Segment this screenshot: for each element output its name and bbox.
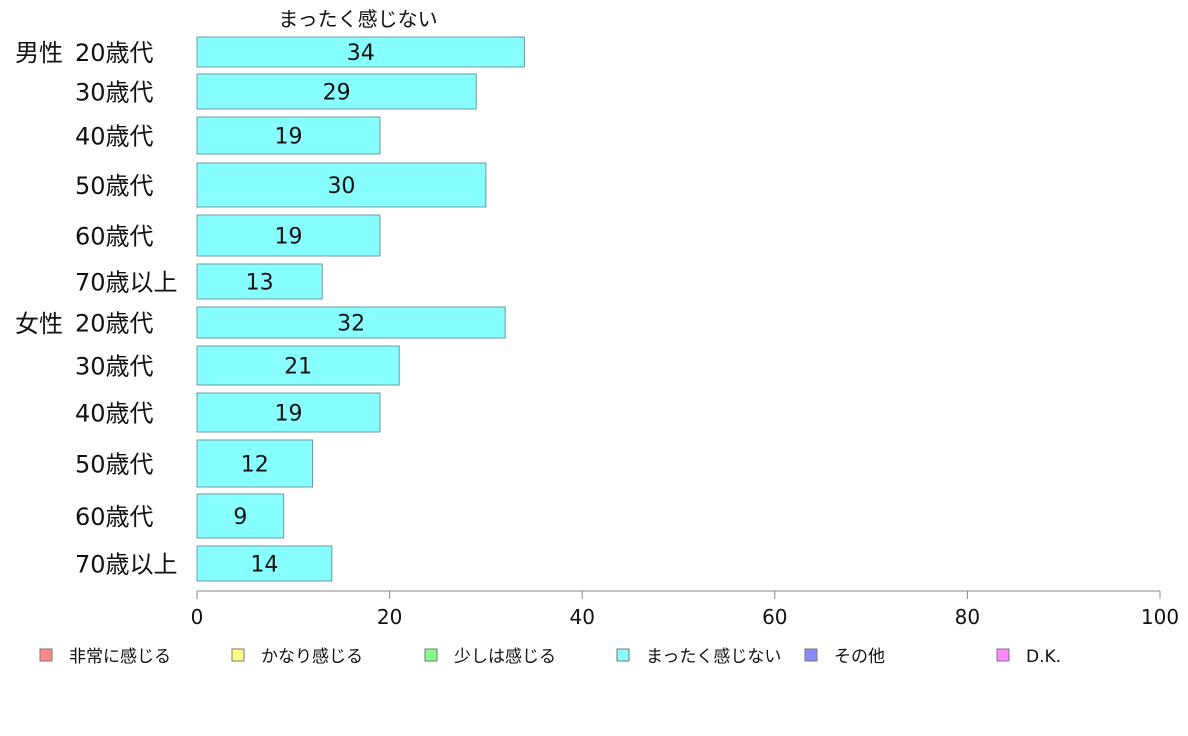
category-label: 20歳代 [75,39,154,67]
x-tick-label: 40 [569,605,594,629]
bar-value-label: 12 [241,453,269,478]
bar [196,493,285,539]
legend-swatch [804,648,818,662]
category-label: 60歳代 [75,223,154,251]
category-label: 50歳代 [75,172,154,200]
bar [196,306,506,339]
x-tick-label: 20 [377,605,402,629]
x-tick-label: 80 [955,605,980,629]
legend-label: 少しは感じる [454,647,556,667]
bar-value-label: 30 [327,174,355,199]
legend-label: D.K. [1026,647,1061,667]
legend-swatch [424,648,438,662]
x-tick-label: 60 [762,605,787,629]
bar [196,116,381,155]
legend-label: まったく感じない [646,647,781,667]
bar [196,263,323,300]
bars [196,36,525,582]
legend-label: かなり感じる [261,647,363,667]
bar-value-label: 29 [323,81,351,106]
category-label: 70歳以上 [75,551,178,579]
category-label: 20歳代 [75,310,154,338]
category-label: 40歳代 [75,123,154,151]
category-label: 60歳代 [75,503,154,531]
legend-swatch [616,648,630,662]
group-label-female: 女性 [15,310,63,338]
legend-swatch [39,648,53,662]
bar [196,392,381,433]
bar-value-label: 14 [250,553,278,578]
bar-value-label: 19 [274,125,302,150]
chart-title: まったく感じない [278,7,437,31]
bar-value-label: 21 [284,355,312,380]
bar [196,345,400,386]
category-label: 70歳以上 [75,269,178,297]
legend-label: その他 [834,647,885,667]
category-label: 30歳代 [75,353,154,381]
bar-value-label: 32 [337,312,365,337]
group-labels: 男性 女性 [15,39,63,338]
bar [196,439,314,488]
bar [196,162,487,208]
legend-swatch [996,648,1010,662]
legend-label: 非常に感じる [69,647,171,667]
group-label-male: 男性 [15,39,63,67]
bar [196,73,477,110]
bar-value-label: 34 [347,41,375,66]
category-label: 40歳代 [75,400,154,428]
bar-value-label: 9 [233,505,247,530]
legend-swatch [231,648,245,662]
bar [196,36,525,68]
legend: 非常に感じる かなり感じる 少しは感じる まったく感じない その他 D.K. [39,647,1061,667]
bar-value-label: 19 [274,225,302,250]
category-label: 30歳代 [75,79,154,107]
bar-value-label: 13 [246,271,274,296]
bar [196,545,333,582]
bar-value-label: 19 [274,402,302,427]
category-labels: 20歳代 30歳代 40歳代 50歳代 60歳代 70歳以上 20歳代 30歳代 40歳代 50歳… [75,39,178,579]
x-tick-label: 100 [1141,605,1179,629]
category-label: 50歳代 [75,451,154,479]
bar [196,214,381,257]
x-tick-label: 0 [191,605,204,629]
x-axis: 0 20 40 60 80 100 [191,590,1179,629]
